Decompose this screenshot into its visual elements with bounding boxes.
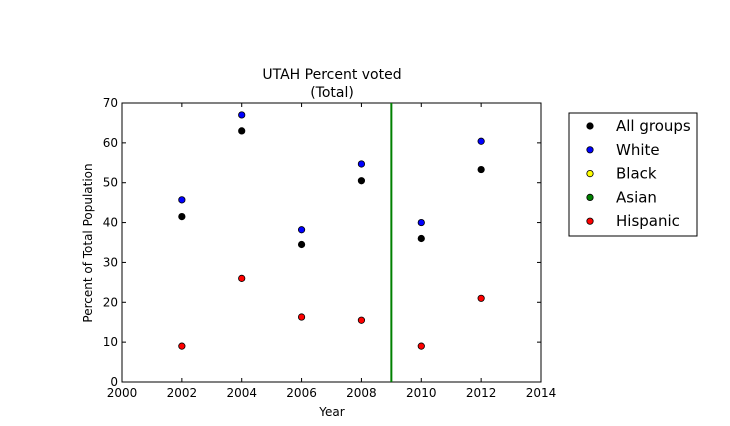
data-point-white (297, 226, 306, 234)
data-point-hispanic (357, 316, 366, 324)
data-point-all-groups (417, 234, 425, 243)
data-point-hispanic (477, 294, 485, 302)
x-tick-label: 2012 (466, 386, 497, 400)
data-point-white (178, 196, 186, 204)
y-tick-label: 40 (103, 216, 118, 230)
y-tick-label: 30 (103, 255, 118, 269)
data-point-white (357, 160, 366, 168)
x-tick-label: 2010 (406, 386, 437, 400)
data-point-hispanic (297, 313, 306, 321)
data-point-all-groups (178, 212, 186, 221)
legend-marker (586, 122, 594, 130)
legend-label: White (616, 141, 660, 159)
y-tick-label: 20 (103, 295, 118, 309)
chart-title: UTAH Percent voted (262, 67, 401, 83)
legend-marker (586, 146, 594, 154)
x-axis-label: Year (318, 405, 344, 419)
legend-marker (586, 217, 594, 225)
data-point-white (417, 218, 425, 227)
x-tick-label: 2000 (107, 386, 138, 400)
y-tick-label: 0 (110, 375, 118, 389)
x-tick-label: 2004 (226, 386, 257, 400)
y-tick-label: 60 (103, 136, 118, 150)
data-point-white (238, 111, 246, 119)
x-tick-label: 2014 (526, 386, 557, 400)
legend-label: Hispanic (616, 212, 680, 230)
y-tick-label: 50 (103, 176, 118, 190)
plot-area: 2000 2002 2004 2006 2008 2010 2012 2014 0 10 20 30 4… (103, 96, 557, 400)
data-point-all-groups (357, 177, 366, 185)
x-tick-label: 2006 (286, 386, 317, 400)
legend-label: Asian (616, 188, 657, 206)
y-tick-label: 10 (103, 335, 118, 349)
y-axis-label: Percent of Total Population (81, 163, 95, 322)
legend-label: Black (616, 165, 657, 183)
legend-marker (586, 193, 594, 201)
y-tick-label: 70 (103, 96, 118, 110)
legend: All groups White Black Asian Hispanic (568, 112, 698, 237)
legend-marker (586, 170, 594, 178)
data-point-all-groups (477, 165, 485, 174)
legend-frame (568, 112, 698, 237)
data-point-hispanic (238, 274, 246, 282)
data-point-white (477, 137, 485, 145)
chart-subtitle: (Total) (310, 85, 354, 101)
data-point-hispanic (417, 342, 425, 350)
x-tick-label: 2002 (167, 386, 198, 400)
x-tick-label: 2008 (346, 386, 377, 400)
data-point-all-groups (297, 240, 306, 249)
data-point-all-groups (238, 127, 246, 135)
legend-label: All groups (616, 117, 691, 135)
data-point-hispanic (178, 342, 186, 350)
plot-frame (121, 102, 542, 383)
